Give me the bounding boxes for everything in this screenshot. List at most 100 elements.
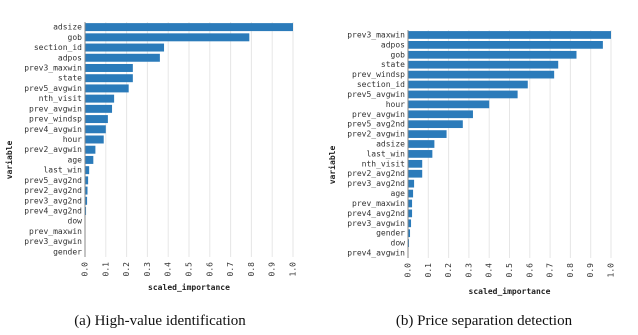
- y-axis-title: variable: [4, 141, 14, 180]
- bar: [408, 209, 413, 218]
- x-tick-label: 0.2: [122, 262, 131, 277]
- bar: [408, 150, 433, 158]
- x-tick-label: 1.0: [607, 263, 616, 278]
- x-axis-title: scaled_importance: [469, 286, 551, 296]
- y-tick-label: prev4_avg2nd: [347, 209, 405, 218]
- y-tick-label: prev3_maxwin: [347, 30, 405, 39]
- x-tick-label: 0.2: [444, 263, 453, 278]
- x-tick-label: 0.5: [185, 262, 194, 277]
- bar: [85, 125, 106, 134]
- bar: [85, 84, 129, 93]
- y-tick-label: prev3_maxwin: [24, 63, 82, 72]
- bar: [408, 80, 528, 89]
- x-tick-label: 0.3: [464, 263, 473, 278]
- bar: [85, 186, 88, 195]
- y-tick-label: prev_avgwin: [352, 110, 405, 119]
- panel-caption: (a) High-value identification: [74, 313, 246, 329]
- x-tick-label: 0.0: [81, 262, 90, 277]
- bar: [85, 74, 133, 83]
- chart-panel-b: 0.0 0.1 0.2 0.3 0.4 0.5 0.6 0.7 0.8 0.9 1.0 prev3_m…: [327, 30, 616, 329]
- y-tick-label: prev_windsp: [29, 115, 82, 124]
- y-tick-label: prev_windsp: [352, 70, 405, 79]
- bar: [85, 166, 90, 175]
- bar: [408, 31, 611, 39]
- y-tick-label: adsize: [376, 140, 405, 149]
- y-tick-label: prev5_avg2nd: [24, 176, 82, 185]
- bar: [408, 50, 577, 59]
- bar: [85, 207, 87, 216]
- y-tick-label: prev_maxwin: [29, 227, 82, 236]
- x-tick-label: 0.9: [268, 262, 277, 277]
- bar: [408, 100, 490, 109]
- bar: [408, 41, 603, 49]
- bar: [408, 140, 435, 148]
- y-tick-label: nth_visit: [39, 94, 83, 103]
- y-tick-label: prev3_avg2nd: [347, 179, 405, 188]
- y-tick-label: prev3_avg2nd: [24, 196, 82, 205]
- bar: [408, 219, 412, 228]
- bar: [408, 199, 413, 208]
- bar: [85, 94, 115, 103]
- y-tick-label: prev4_avg2nd: [24, 207, 82, 216]
- bar: [408, 159, 423, 168]
- y-tick-label: gob: [391, 50, 406, 59]
- x-tick-label: 0.4: [485, 263, 494, 278]
- bar: [408, 60, 559, 69]
- bar: [85, 23, 293, 32]
- bar: [408, 169, 423, 178]
- y-tick-label: prev2_avgwin: [24, 145, 82, 154]
- y-tick-label: hour: [386, 100, 405, 109]
- x-tick-label: 0.7: [546, 263, 555, 278]
- bar: [408, 120, 463, 129]
- bar: [408, 189, 414, 198]
- bar: [408, 229, 411, 238]
- y-tick-label: prev2_avg2nd: [24, 186, 82, 195]
- bar: [85, 33, 250, 42]
- bar: [408, 110, 473, 119]
- x-tick-label: 0.9: [586, 263, 595, 278]
- bar: [85, 135, 104, 144]
- y-tick-label: state: [58, 74, 82, 83]
- chart-panel-a: 0.0 0.1 0.2 0.3 0.4 0.5 0.6 0.7 0.8 0.9 1.0adsizeg…: [4, 22, 298, 329]
- y-tick-label: prev5_avgwin: [24, 84, 82, 93]
- y-tick-label: adsize: [53, 23, 82, 32]
- y-tick-label: prev2_avg2nd: [347, 169, 405, 178]
- y-tick-label: prev_avgwin: [29, 104, 82, 113]
- y-tick-label: dow: [68, 217, 83, 226]
- y-tick-label: gender: [376, 229, 405, 238]
- bar: [408, 90, 518, 99]
- y-tick-label: prev4_avgwin: [24, 125, 82, 134]
- bar: [408, 130, 447, 138]
- bar: [85, 115, 108, 124]
- x-tick-label: 0.6: [205, 262, 214, 277]
- y-tick-label: section_id: [357, 80, 405, 89]
- y-tick-label: adpos: [58, 53, 82, 62]
- y-tick-label: prev3_avgwin: [347, 219, 405, 228]
- x-tick-label: 1.0: [289, 262, 298, 277]
- y-tick-label: gob: [68, 33, 83, 42]
- bar: [408, 179, 415, 188]
- y-tick-label: age: [68, 155, 83, 164]
- y-axis-title: variable: [327, 146, 337, 185]
- y-tick-label: adpos: [381, 40, 405, 49]
- bar: [85, 196, 88, 205]
- y-tick-label: section_id: [34, 43, 82, 52]
- bar: [85, 63, 133, 72]
- x-tick-label: 0.4: [164, 262, 173, 277]
- bar: [408, 70, 555, 79]
- x-tick-label: 0.1: [101, 262, 110, 277]
- y-tick-label: last_win: [43, 166, 82, 175]
- x-tick-label: 0.1: [424, 263, 433, 278]
- y-tick-label: last_win: [366, 149, 405, 158]
- y-tick-label: prev5_avgwin: [347, 90, 405, 99]
- y-tick-label: age: [391, 189, 406, 198]
- y-tick-label: state: [381, 60, 405, 69]
- bar: [85, 155, 94, 164]
- x-tick-label: 0.6: [525, 263, 534, 278]
- y-tick-label: hour: [63, 135, 82, 144]
- x-tick-label: 0.0: [404, 263, 413, 278]
- y-tick-label: dow: [391, 239, 406, 248]
- y-tick-label: prev2_avgwin: [347, 130, 405, 139]
- y-tick-label: prev5_avg2nd: [347, 120, 405, 129]
